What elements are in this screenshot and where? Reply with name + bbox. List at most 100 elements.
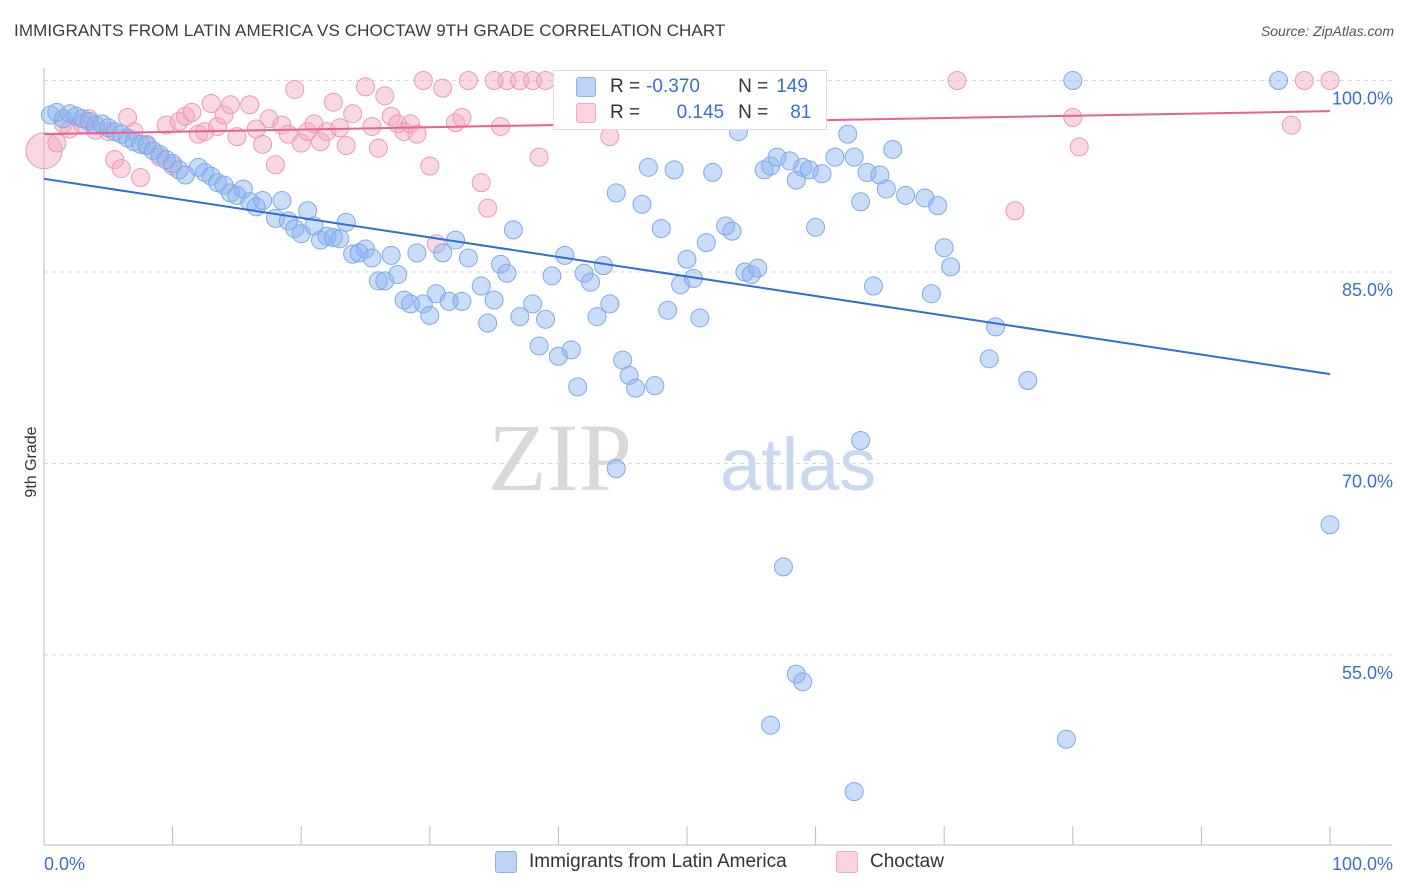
latin-america-point (304, 216, 324, 236)
choctaw-point (478, 198, 498, 218)
latin-america-point (941, 257, 961, 277)
choctaw-point (227, 127, 247, 147)
latin-america-point (863, 276, 883, 296)
legend-swatch-pink (576, 103, 596, 123)
latin-america-point (825, 147, 845, 167)
choctaw-point (265, 155, 285, 175)
x-tick-label-min: 0.0% (44, 854, 85, 874)
latin-america-point (690, 308, 710, 328)
choctaw-point (420, 156, 440, 176)
y-axis-label: 9th Grade (23, 426, 40, 497)
latin-america-point (716, 216, 736, 236)
legend-swatch-blue (495, 851, 517, 873)
chart-title: IMMIGRANTS FROM LATIN AMERICA VS CHOCTAW… (14, 21, 726, 40)
latin-america-point (362, 248, 382, 268)
latin-america-point (587, 307, 607, 327)
latin-america-point (323, 228, 343, 248)
y-tick-label: 70.0% (1342, 472, 1393, 492)
latin-america-point (851, 431, 871, 451)
legend-n-label: N = (738, 102, 769, 123)
latin-america-point (606, 459, 626, 479)
choctaw-point (336, 136, 356, 156)
latin-america-point (767, 147, 787, 167)
latin-america-point (806, 217, 826, 237)
latin-america-point (986, 317, 1006, 337)
latin-america-point (703, 162, 723, 182)
y-tick-label: 100.0% (1332, 89, 1393, 109)
latin-america-point (722, 221, 742, 241)
legend-n-value: 81 (790, 102, 812, 123)
y-tick-label: 55.0% (1342, 663, 1393, 683)
latin-america-point (568, 377, 588, 397)
choctaw-point (317, 122, 337, 142)
latin-america-point (542, 266, 562, 286)
latin-america-point (510, 307, 530, 327)
correlation-legend: R = -0.370 N = 149 R = 0.145 N = 81 (553, 70, 827, 130)
latin-america-point (214, 175, 234, 195)
latin-america-point (484, 290, 504, 310)
legend-r-value: -0.370 (646, 76, 700, 97)
legend-row-choctaw: R = 0.145 N = 81 (576, 101, 811, 125)
legend-label: Choctaw (870, 851, 944, 872)
choctaw-point (1069, 137, 1089, 157)
choctaw-point (220, 95, 240, 115)
latin-america-point (536, 309, 556, 329)
tick-labels: 55.0% 70.0% 85.0% 100.0% 0.0% 100.0% (44, 89, 1393, 875)
choctaw-point (1320, 71, 1340, 90)
choctaw-point (1063, 108, 1083, 128)
latin-america-point (761, 715, 781, 735)
watermark: ZIP atlas (488, 404, 876, 511)
latin-america-point (876, 179, 896, 199)
choctaw-point (471, 173, 491, 193)
latin-america-point (812, 164, 832, 184)
latin-america-point (497, 263, 517, 283)
choctaw-point (1281, 115, 1301, 135)
latin-america-point (388, 265, 408, 285)
choctaw-point (413, 71, 433, 90)
choctaw-point (291, 133, 311, 153)
latin-america-point (503, 220, 523, 240)
latin-america-point (1063, 71, 1083, 90)
latin-america-point (619, 365, 639, 385)
latin-america-point (844, 782, 864, 802)
latin-america-point (529, 336, 549, 356)
axes: 9th Grade (23, 68, 1392, 846)
choctaw-point (156, 115, 176, 135)
latin-america-point (420, 305, 440, 325)
choctaw-point (452, 108, 472, 128)
choctaw-point (201, 93, 221, 113)
choctaw-point (529, 147, 549, 167)
latin-america-point (934, 238, 954, 258)
latin-america-point (664, 160, 684, 180)
latin-america-point (677, 249, 697, 269)
latin-america-point (458, 248, 478, 268)
choctaw-point (536, 71, 556, 90)
choctaw-point (362, 116, 382, 136)
choctaw-point (323, 92, 343, 112)
choctaw-point (118, 108, 138, 128)
latin-america-point (413, 294, 433, 314)
choctaw-point (600, 127, 620, 147)
latin-america-point (330, 229, 350, 249)
latin-america-point (799, 160, 819, 180)
y-tick-label: 85.0% (1342, 280, 1393, 300)
choctaw-point (310, 132, 330, 152)
legend-swatch-blue (576, 77, 596, 97)
latin-america-point (1056, 729, 1076, 749)
latin-america-point (696, 233, 716, 253)
latin-america-point (928, 196, 948, 216)
latin-america-point (651, 219, 671, 239)
latin-america-point (272, 191, 292, 211)
choctaw-point (368, 138, 388, 158)
legend-r-label: R = (610, 76, 641, 97)
choctaw-point (375, 86, 395, 106)
choctaw-point (182, 102, 202, 122)
choctaw-point (1005, 201, 1025, 221)
legend-item-choctaw: Choctaw (836, 851, 944, 873)
choctaw-point (298, 122, 318, 142)
choctaw-point (47, 133, 67, 153)
latin-america-point (844, 147, 864, 167)
legend-swatch-pink (836, 851, 858, 873)
choctaw-point (240, 95, 260, 115)
x-tick-label-max: 100.0% (1332, 854, 1393, 874)
